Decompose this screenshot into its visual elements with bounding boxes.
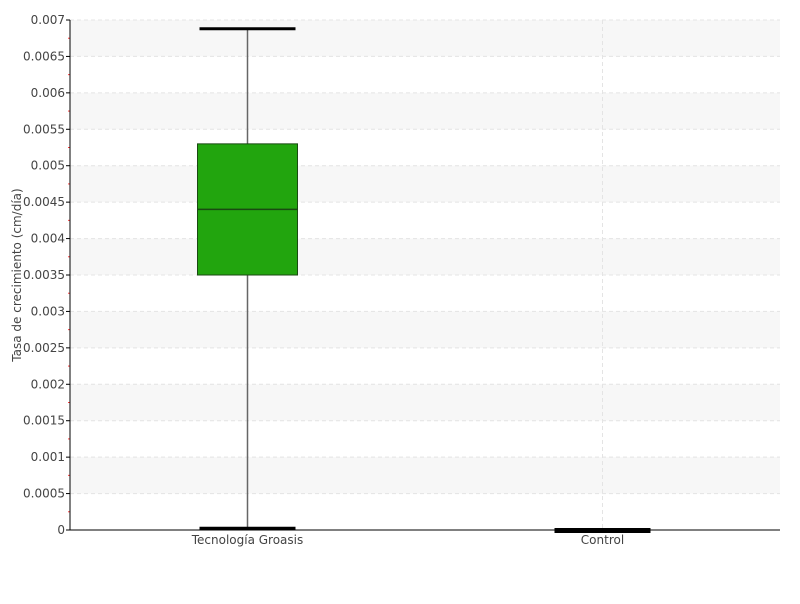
y-tick-label: 0 bbox=[57, 523, 65, 537]
background-band bbox=[70, 20, 780, 57]
x-tick-label: Tecnología Groasis bbox=[191, 533, 304, 547]
background-band bbox=[70, 457, 780, 494]
y-tick-label: 0.002 bbox=[31, 377, 65, 391]
background-band bbox=[70, 238, 780, 275]
axes: 0 0.0005 0.001 0.0015 0.002 0.0025 0.003 0.0035… bbox=[23, 13, 780, 547]
y-axis-label: Tasa de crecimiento (cm/día) bbox=[10, 188, 24, 362]
y-tick-label: 0.0045 bbox=[23, 195, 65, 209]
box-marks bbox=[197, 27, 651, 533]
y-tick-label: 0.004 bbox=[31, 232, 65, 246]
x-tick-label: Control bbox=[581, 533, 624, 547]
y-tick-label: 0.0015 bbox=[23, 414, 65, 428]
y-tick-label: 0.007 bbox=[31, 13, 65, 27]
background-band bbox=[70, 311, 780, 348]
y-tick-label: 0.005 bbox=[31, 159, 65, 173]
y-tick-label: 0.0055 bbox=[23, 122, 65, 136]
background-band bbox=[70, 384, 780, 421]
y-tick-label: 0.0025 bbox=[23, 341, 65, 355]
y-tick-label: 0.0005 bbox=[23, 487, 65, 501]
background-band bbox=[70, 165, 780, 203]
y-tick-label: 0.0035 bbox=[23, 268, 65, 282]
y-tick-label: 0.001 bbox=[31, 450, 65, 464]
gridlines bbox=[70, 19, 780, 530]
background-band bbox=[70, 92, 780, 130]
background-bands bbox=[70, 20, 780, 494]
y-tick-label: 0.006 bbox=[31, 86, 65, 100]
y-tick-label: 0.0065 bbox=[23, 49, 65, 63]
y-tick-label: 0.003 bbox=[31, 304, 65, 318]
